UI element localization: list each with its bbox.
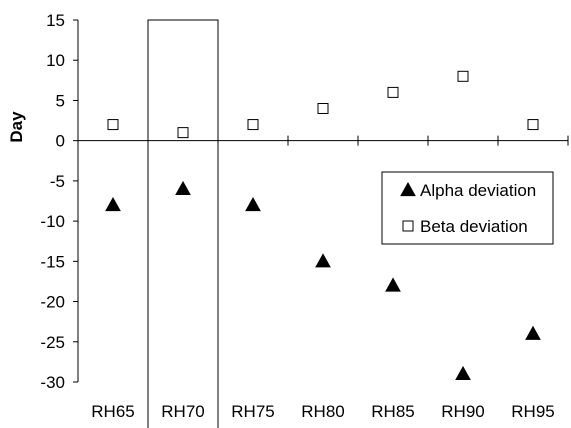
data-marks	[105, 70, 541, 381]
y-tick-label: 10	[46, 51, 65, 70]
x-tick-label: RH65	[91, 402, 134, 421]
alpha-point	[525, 325, 541, 340]
alpha-point	[105, 196, 121, 212]
alpha-point	[455, 365, 471, 381]
y-tick-label: -10	[40, 212, 65, 231]
x-tick-label: RH85	[371, 402, 414, 421]
highlight-box	[147, 19, 219, 428]
y-tick-label: 15	[46, 11, 65, 30]
y-tick-label: -30	[40, 373, 65, 392]
y-tick-label: -15	[40, 252, 65, 271]
beta-point	[317, 102, 329, 114]
legend-label: Alpha deviation	[420, 181, 536, 200]
alpha-point	[315, 253, 331, 268]
y-tick-label: 5	[56, 91, 65, 110]
highlight-box-layer	[147, 19, 219, 428]
x-tick-label: RH75	[231, 402, 274, 421]
tick-labels: 15 10 5 0 -5 -10 -15 -20 -25 -30 RH65 RH70 RH75 RH80 R…	[40, 11, 554, 421]
alpha-point	[245, 196, 261, 212]
beta-point	[247, 119, 259, 131]
y-tick-label: -25	[40, 333, 65, 352]
y-tick-label: -20	[40, 293, 65, 312]
y-tick-label: -5	[50, 172, 65, 191]
x-tick-label: RH90	[441, 402, 484, 421]
x-tick-label: RH95	[511, 402, 554, 421]
legend-beta-marker	[402, 220, 414, 232]
beta-point	[527, 119, 539, 131]
legend: Alpha deviation Beta deviation	[381, 171, 554, 245]
y-axis-label: Day	[7, 111, 26, 143]
legend-alpha-marker	[400, 181, 416, 197]
legend-box	[381, 171, 554, 245]
legend-label: Beta deviation	[420, 217, 528, 236]
beta-point	[177, 127, 189, 139]
beta-point	[107, 119, 119, 131]
axes	[73, 19, 569, 383]
alpha-point	[385, 277, 401, 292]
beta-point	[457, 70, 469, 82]
alpha-point	[175, 180, 191, 196]
beta-point	[387, 86, 399, 98]
x-tick-label: RH80	[301, 402, 344, 421]
y-tick-label: 0	[56, 132, 65, 151]
x-tick-label: RH70	[161, 402, 204, 421]
